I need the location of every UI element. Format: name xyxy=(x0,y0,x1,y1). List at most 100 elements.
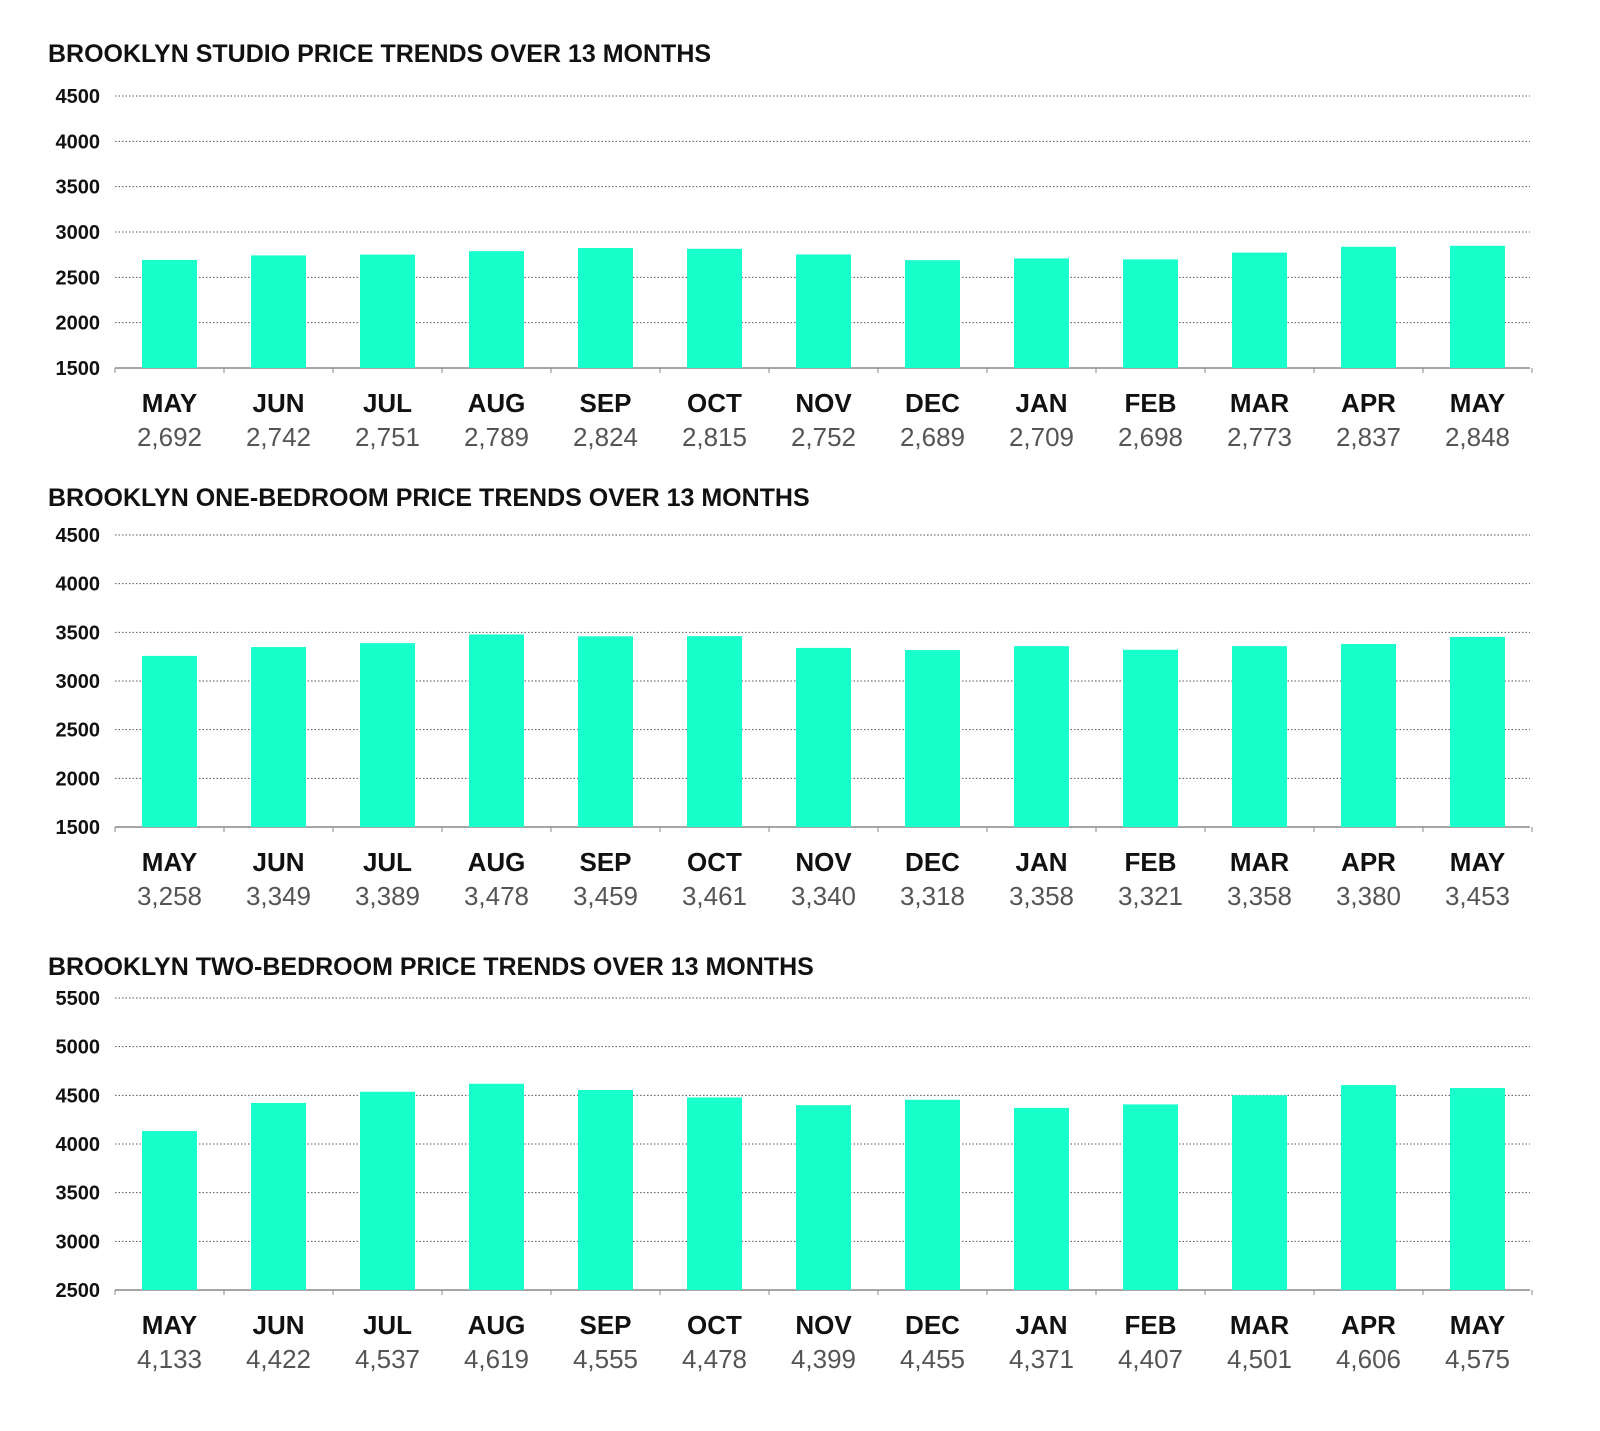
bar xyxy=(578,247,633,368)
bar xyxy=(796,647,851,827)
bar xyxy=(142,1131,197,1290)
bar xyxy=(1014,1107,1069,1290)
category-label: JAN xyxy=(1015,1310,1067,1340)
value-label: 4,575 xyxy=(1445,1344,1510,1374)
bar xyxy=(1341,246,1396,368)
category-label: SEP xyxy=(579,1310,631,1340)
y-tick-label: 4000 xyxy=(56,574,101,596)
value-label: 3,478 xyxy=(464,881,529,911)
category-label: JUN xyxy=(252,388,304,418)
value-label: 3,258 xyxy=(137,881,202,911)
category-label: MAY xyxy=(1450,847,1505,877)
category-label: AUG xyxy=(468,1310,526,1340)
y-tick-label: 1500 xyxy=(56,817,101,839)
category-label: APR xyxy=(1341,1310,1396,1340)
y-tick-label: 4000 xyxy=(56,131,101,153)
bar xyxy=(1341,1085,1396,1290)
bar xyxy=(687,248,742,368)
value-label: 4,407 xyxy=(1118,1344,1183,1374)
category-label: SEP xyxy=(579,388,631,418)
bar xyxy=(1232,1095,1287,1290)
value-label: 3,340 xyxy=(791,881,856,911)
y-tick-label: 3500 xyxy=(56,1183,101,1205)
bar xyxy=(142,655,197,827)
bar xyxy=(251,255,306,368)
value-label: 2,692 xyxy=(137,422,202,452)
value-label: 2,689 xyxy=(900,422,965,452)
y-tick-label: 4500 xyxy=(56,1085,101,1107)
bar xyxy=(1014,258,1069,368)
value-label: 2,751 xyxy=(355,422,420,452)
category-label: DEC xyxy=(905,847,960,877)
value-label: 2,742 xyxy=(246,422,311,452)
y-tick-label: 3500 xyxy=(56,177,101,199)
bar xyxy=(360,643,415,827)
category-label: MAY xyxy=(142,388,197,418)
bar xyxy=(469,251,524,368)
y-tick-label: 1500 xyxy=(56,358,101,380)
category-label: FEB xyxy=(1125,1310,1177,1340)
category-label: JUN xyxy=(252,847,304,877)
value-label: 4,422 xyxy=(246,1344,311,1374)
category-label: OCT xyxy=(687,1310,742,1340)
y-tick-label: 5000 xyxy=(56,1037,101,1059)
bar xyxy=(1450,636,1505,827)
bar xyxy=(1341,644,1396,827)
value-label: 3,389 xyxy=(355,881,420,911)
y-tick-label: 2500 xyxy=(56,267,101,289)
value-label: 2,773 xyxy=(1227,422,1292,452)
bar xyxy=(360,1091,415,1290)
bar xyxy=(905,260,960,368)
value-label: 3,453 xyxy=(1445,881,1510,911)
value-label: 2,815 xyxy=(682,422,747,452)
y-tick-label: 3000 xyxy=(56,222,101,244)
value-label: 2,848 xyxy=(1445,422,1510,452)
value-label: 4,619 xyxy=(464,1344,529,1374)
bar xyxy=(905,650,960,827)
category-label: DEC xyxy=(905,388,960,418)
bar xyxy=(796,254,851,368)
category-label: APR xyxy=(1341,847,1396,877)
bar xyxy=(1123,1104,1178,1290)
bar xyxy=(251,647,306,827)
bar xyxy=(905,1099,960,1290)
chart-title: BROOKLYN TWO-BEDROOM PRICE TRENDS OVER 1… xyxy=(48,953,814,981)
value-label: 4,501 xyxy=(1227,1344,1292,1374)
value-label: 2,789 xyxy=(464,422,529,452)
category-label: OCT xyxy=(687,388,742,418)
chart-title: BROOKLYN STUDIO PRICE TRENDS OVER 13 MON… xyxy=(48,40,711,68)
y-tick-label: 3000 xyxy=(56,671,101,693)
bar xyxy=(469,1083,524,1290)
category-label: AUG xyxy=(468,388,526,418)
value-label: 4,133 xyxy=(137,1344,202,1374)
chart-title: BROOKLYN ONE-BEDROOM PRICE TRENDS OVER 1… xyxy=(48,484,810,512)
value-label: 3,318 xyxy=(900,881,965,911)
bar xyxy=(1450,245,1505,368)
value-label: 2,709 xyxy=(1009,422,1074,452)
bar xyxy=(251,1102,306,1290)
y-tick-label: 2000 xyxy=(56,768,101,790)
category-label: SEP xyxy=(579,847,631,877)
y-tick-label: 4500 xyxy=(56,525,101,547)
value-label: 4,371 xyxy=(1009,1344,1074,1374)
category-label: NOV xyxy=(795,1310,852,1340)
value-label: 4,455 xyxy=(900,1344,965,1374)
value-label: 4,478 xyxy=(682,1344,747,1374)
bar xyxy=(1014,646,1069,827)
bar xyxy=(796,1105,851,1290)
bar xyxy=(469,634,524,827)
y-tick-label: 4500 xyxy=(56,86,101,108)
y-tick-label: 3000 xyxy=(56,1231,101,1253)
value-label: 2,752 xyxy=(791,422,856,452)
value-label: 3,358 xyxy=(1227,881,1292,911)
value-label: 3,349 xyxy=(246,881,311,911)
category-label: JUL xyxy=(363,1310,412,1340)
bar xyxy=(687,1097,742,1290)
value-label: 4,399 xyxy=(791,1344,856,1374)
y-tick-label: 3500 xyxy=(56,622,101,644)
y-tick-label: 2500 xyxy=(56,720,101,742)
category-label: MAY xyxy=(1450,388,1505,418)
value-label: 4,606 xyxy=(1336,1344,1401,1374)
y-tick-label: 5500 xyxy=(56,988,101,1010)
